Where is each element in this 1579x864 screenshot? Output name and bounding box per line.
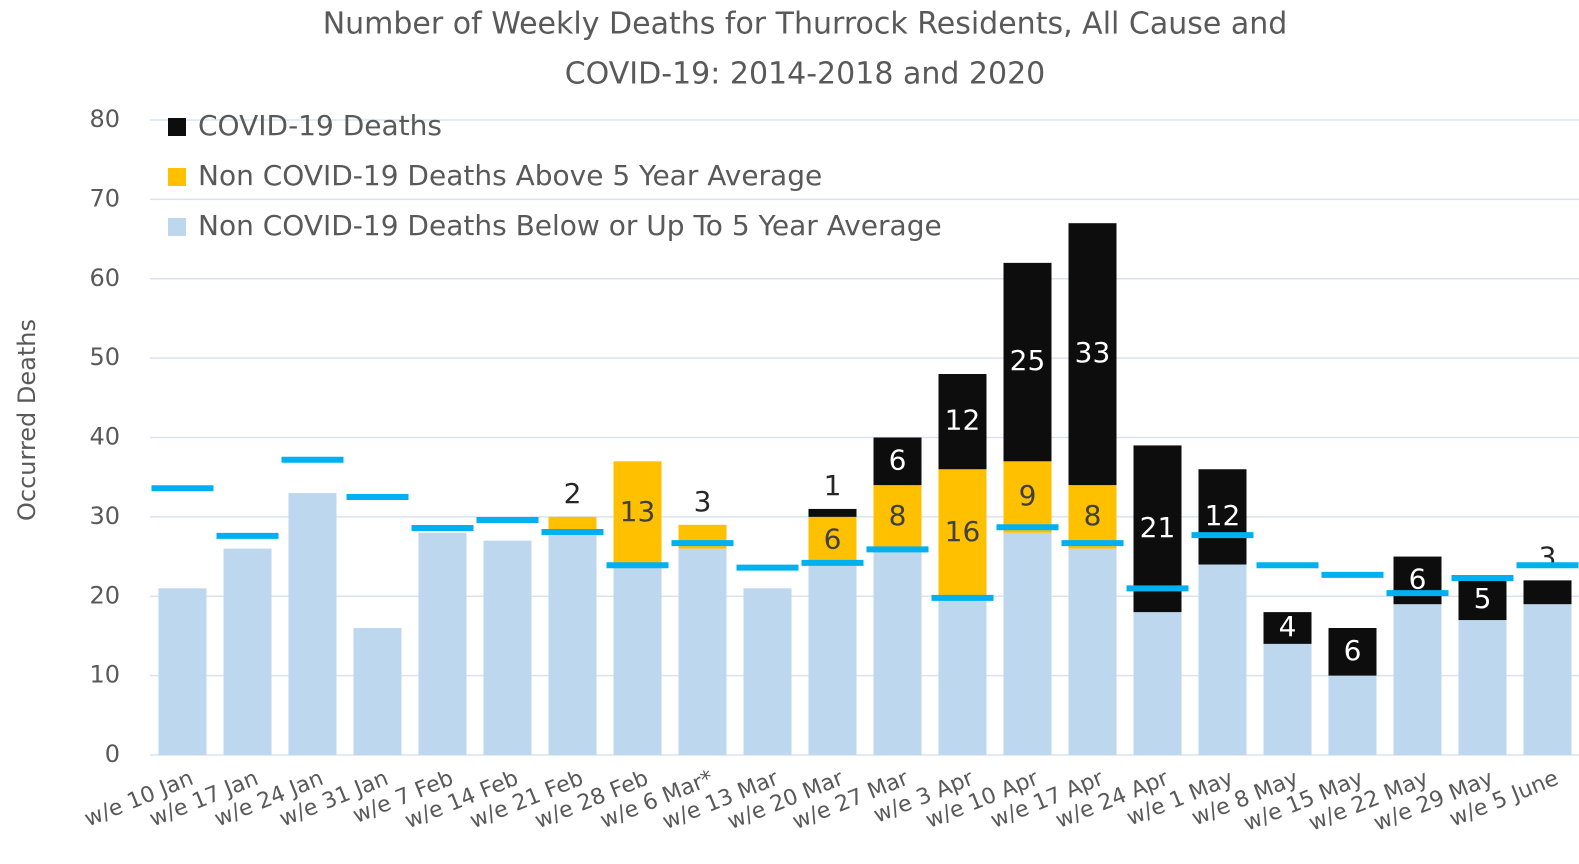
bar-segment xyxy=(613,564,662,755)
y-tick-label: 0 xyxy=(105,740,120,768)
bar-segment xyxy=(1068,223,1117,486)
bar-segment xyxy=(873,548,922,755)
y-tick-label: 50 xyxy=(89,343,120,371)
bar-segment xyxy=(1133,612,1182,755)
legend-swatch xyxy=(168,218,186,236)
bar-segment xyxy=(223,548,272,755)
y-tick-label: 40 xyxy=(89,423,120,451)
bar-segment xyxy=(1523,580,1572,605)
bar-segment xyxy=(1198,564,1247,755)
bar-segment xyxy=(1458,580,1507,621)
data-label: 13 xyxy=(620,495,656,528)
bar-segment xyxy=(353,628,402,755)
bar-segment xyxy=(808,564,857,755)
data-label: 21 xyxy=(1140,511,1176,544)
data-label: 9 xyxy=(1019,479,1037,512)
data-label: 4 xyxy=(1279,610,1297,643)
bar-segment xyxy=(418,532,467,755)
data-label: 1 xyxy=(824,469,842,502)
bar-segment xyxy=(1263,643,1312,755)
bar-segment xyxy=(288,493,337,755)
data-label: 6 xyxy=(889,443,907,476)
bar-segment xyxy=(938,374,987,470)
bar-segment xyxy=(1068,485,1117,549)
y-tick-label: 70 xyxy=(89,184,120,212)
legend-label: COVID-19 Deaths xyxy=(198,109,442,142)
bar-segment xyxy=(1003,532,1052,755)
bar-segment xyxy=(1328,628,1377,676)
y-tick-label: 20 xyxy=(89,581,120,609)
y-axis-label: Occurred Deaths xyxy=(13,319,41,521)
data-label: 6 xyxy=(1344,634,1362,667)
data-label: 25 xyxy=(1010,344,1046,377)
bar-segment xyxy=(1523,604,1572,755)
bar-segment xyxy=(1198,469,1247,565)
bar-segment xyxy=(1003,461,1052,533)
data-label: 12 xyxy=(1205,499,1241,532)
bar-segment xyxy=(1003,262,1052,462)
y-tick-label: 30 xyxy=(89,502,120,530)
y-tick-label: 10 xyxy=(89,661,120,689)
bar-segment xyxy=(938,596,987,755)
data-label: 16 xyxy=(945,515,981,548)
bar-segment xyxy=(1393,604,1442,755)
legend-label: Non COVID-19 Deaths Above 5 Year Average xyxy=(198,159,822,192)
data-label: 33 xyxy=(1075,336,1111,369)
legend-swatch xyxy=(168,168,186,186)
bar-segment xyxy=(1068,548,1117,755)
data-label: 6 xyxy=(1409,562,1427,595)
bar-segment xyxy=(548,516,597,533)
y-tick-label: 60 xyxy=(89,264,120,292)
chart-title: COVID-19: 2014-2018 and 2020 xyxy=(565,57,1046,92)
bar-segment xyxy=(743,588,792,755)
bar-segment xyxy=(873,437,922,486)
bar-segment xyxy=(1328,675,1377,755)
bar-segment xyxy=(1393,556,1442,605)
bar-segment xyxy=(483,540,532,755)
data-label: 3 xyxy=(694,485,712,518)
legend-label: Non COVID-19 Deaths Below or Up To 5 Yea… xyxy=(198,209,942,242)
data-label: 2 xyxy=(564,477,582,510)
chart-title: Number of Weekly Deaths for Thurrock Res… xyxy=(323,7,1288,42)
bar-segment xyxy=(1263,612,1312,644)
bar-segment xyxy=(158,588,207,755)
data-label: 12 xyxy=(945,404,981,437)
bar-segment xyxy=(808,516,857,565)
legend-swatch xyxy=(168,118,186,136)
bar-segment xyxy=(613,461,662,565)
data-label: 6 xyxy=(824,523,842,556)
data-label: 3 xyxy=(1539,540,1557,573)
bar-segment xyxy=(548,532,597,755)
data-label: 8 xyxy=(889,499,907,532)
y-tick-label: 80 xyxy=(89,105,120,133)
bar-segment xyxy=(808,508,857,517)
bar-segment xyxy=(1458,620,1507,755)
data-label: 5 xyxy=(1474,582,1492,615)
bar-segment xyxy=(873,485,922,549)
bar-segment xyxy=(1133,445,1182,613)
data-label: 8 xyxy=(1084,499,1102,532)
bar-segment xyxy=(678,548,727,755)
bar-segment xyxy=(938,469,987,597)
